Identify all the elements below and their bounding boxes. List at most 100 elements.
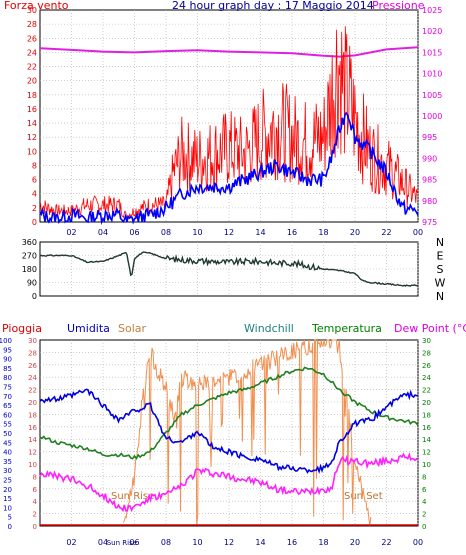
rain-y-tick-label: 2 [33, 511, 37, 519]
compass-tick-label: W [435, 277, 446, 290]
wind-y-tick-label: 22 [27, 63, 37, 72]
temp-y-tick-label: 8 [422, 473, 426, 481]
umidita-label: Umidita [67, 322, 110, 335]
humidity-y-tick-label: 65 [3, 402, 12, 410]
wind-x-tick-label: 02 [66, 228, 76, 237]
pressure-y-tick-label: 1000 [422, 112, 442, 121]
temperatura-label: Temperatura [311, 322, 382, 335]
temp-x-tick-label: 00 [413, 538, 423, 547]
chart-title: 24 hour graph day : 17 Maggio 2014 [172, 0, 374, 12]
wind-y-tick-label: 18 [27, 91, 37, 100]
wind-x-tick-label: 08 [161, 228, 171, 237]
wind-y-tick-label: 14 [27, 119, 37, 128]
humidity-y-tick-label: 50 [3, 430, 12, 438]
temp-x-tick-label: 16 [287, 538, 297, 547]
compass-tick-label: S [437, 263, 444, 276]
rain-y-tick-label: 4 [33, 498, 38, 506]
solar-label: Solar [118, 322, 147, 335]
rain-y-tick-label: 12 [28, 449, 37, 457]
compass-tick-label: E [437, 250, 444, 263]
humidity-y-tick-label: 75 [3, 384, 12, 392]
dewpoint-series-line [39, 452, 419, 513]
humidity-y-tick-label: 80 [3, 374, 12, 382]
temp-y-tick-label: 12 [422, 449, 431, 457]
humidity-y-tick-label: 85 [3, 365, 12, 373]
temp-x-tick-label: 10 [192, 538, 202, 547]
temp-y-tick-label: 16 [422, 424, 431, 432]
wind-y-tick-label: 30 [27, 6, 37, 15]
wind-y-tick-label: 24 [27, 48, 37, 57]
wind-y-tick-label: 28 [27, 20, 37, 29]
sun-rise-chart-label: Sun Rise [111, 491, 154, 502]
humidity-series-line [39, 388, 419, 475]
temp-y-tick-label: 20 [422, 399, 431, 407]
pressure-y-tick-label: 1025 [422, 6, 442, 15]
pressure-series-line [39, 46, 419, 58]
temp-y-tick-label: 4 [422, 498, 427, 506]
humidity-y-tick-label: 35 [3, 458, 12, 466]
direction-y-tick-label: 90 [27, 279, 37, 288]
wind-x-tick-label: 14 [255, 228, 265, 237]
wind-y-tick-label: 0 [32, 218, 37, 227]
direction-series-line [39, 251, 419, 287]
rain-y-tick-label: 22 [28, 387, 37, 395]
wind-series-line [39, 26, 419, 221]
rain-y-tick-label: 18 [28, 411, 37, 419]
temp-x-tick-label: 20 [350, 538, 360, 547]
temp-y-tick-label: 0 [422, 523, 426, 531]
temp-x-tick-label: 04 [98, 538, 108, 547]
temp-y-tick-label: 24 [422, 374, 431, 382]
humidity-y-tick-label: 5 [8, 514, 12, 522]
temp-x-tick-label: 22 [381, 538, 391, 547]
rain-y-tick-label: 14 [28, 436, 37, 444]
rain-y-tick-label: 20 [28, 399, 37, 407]
humidity-y-tick-label: 25 [3, 477, 12, 485]
temp-y-tick-label: 10 [422, 461, 431, 469]
wind-x-tick-label: 00 [413, 228, 423, 237]
wind-title: Forza vento [4, 0, 69, 12]
humidity-y-tick-label: 0 [8, 523, 12, 531]
wind-y-tick-label: 10 [27, 147, 37, 156]
temp-x-tick-label: 18 [318, 538, 328, 547]
pressure-y-tick-label: 980 [422, 197, 437, 206]
pressure-y-tick-label: 1005 [422, 91, 442, 100]
compass-tick-label: N [436, 236, 444, 249]
humidity-y-tick-label: 10 [3, 504, 12, 512]
rain-y-tick-label: 30 [28, 337, 37, 345]
wind-y-tick-label: 4 [32, 190, 37, 199]
compass-tick-label: N [436, 290, 444, 303]
pressure-y-tick-label: 1015 [422, 48, 442, 57]
rain-y-tick-label: 28 [28, 349, 37, 357]
rain-y-tick-label: 24 [28, 374, 37, 382]
wind-x-tick-label: 06 [129, 228, 139, 237]
wind-y-tick-label: 2 [32, 204, 37, 213]
rain-y-tick-label: 8 [33, 473, 37, 481]
humidity-y-tick-label: 60 [3, 411, 12, 419]
rain-y-tick-label: 0 [33, 523, 37, 531]
temp-y-tick-label: 22 [422, 387, 431, 395]
temp-x-tick-label: 08 [161, 538, 171, 547]
temperature-series-line [39, 366, 419, 460]
humidity-y-tick-label: 100 [0, 337, 12, 345]
pressure-y-tick-label: 985 [422, 176, 437, 185]
direction-y-tick-label: 270 [22, 252, 37, 261]
humidity-y-tick-label: 70 [3, 393, 12, 401]
pressure-y-tick-label: 1010 [422, 70, 442, 79]
temp-y-tick-label: 14 [422, 436, 431, 444]
temp-x-tick-label: 02 [66, 538, 76, 547]
humidity-y-tick-label: 20 [3, 486, 12, 494]
wind-x-tick-label: 12 [224, 228, 234, 237]
temp-x-tick-label: 14 [255, 538, 265, 547]
temp-y-tick-label: 2 [422, 511, 426, 519]
rain-y-tick-label: 10 [28, 461, 37, 469]
wind-x-tick-label: 18 [318, 228, 328, 237]
temp-y-tick-label: 30 [422, 337, 431, 345]
temp-y-tick-label: 6 [422, 486, 427, 494]
humidity-y-tick-label: 30 [3, 467, 12, 475]
windchill-label: Windchill [244, 322, 294, 335]
direction-y-tick-label: 360 [22, 238, 37, 247]
temp-x-tick-label: 12 [224, 538, 234, 547]
temp-x-tick-label: Sun Rise [107, 539, 137, 547]
wind-y-tick-label: 20 [27, 77, 37, 86]
